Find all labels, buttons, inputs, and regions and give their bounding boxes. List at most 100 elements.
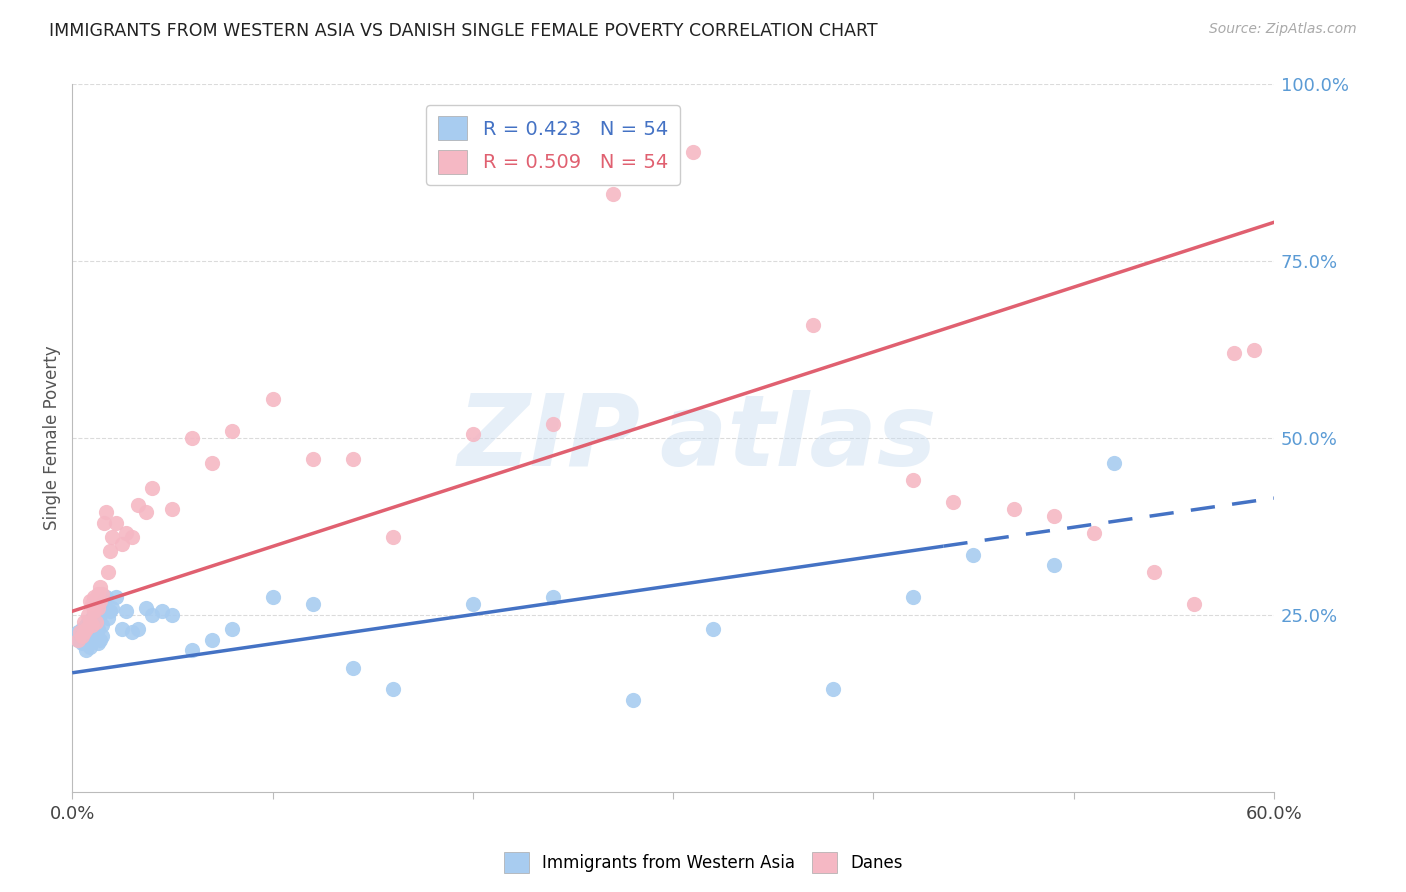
Point	[67, 632, 90, 647]
Point	[942, 494, 965, 508]
Point	[801, 318, 824, 332]
Point	[83, 604, 105, 618]
Point	[67, 625, 90, 640]
Point	[702, 622, 724, 636]
Point	[84, 593, 107, 607]
Point	[181, 431, 204, 445]
Point	[84, 625, 107, 640]
Point	[97, 611, 120, 625]
Point	[301, 597, 323, 611]
Point	[121, 625, 143, 640]
Point	[461, 427, 484, 442]
Point	[84, 615, 107, 629]
Point	[621, 692, 644, 706]
Point	[381, 530, 404, 544]
Point	[89, 580, 111, 594]
Point	[73, 629, 96, 643]
Point	[105, 590, 128, 604]
Point	[1042, 508, 1064, 523]
Point	[70, 622, 93, 636]
Text: ZIP atlas: ZIP atlas	[457, 390, 936, 486]
Point	[70, 636, 93, 650]
Point	[121, 530, 143, 544]
Point	[903, 474, 925, 488]
Legend: R = 0.423   N = 54, R = 0.509   N = 54: R = 0.423 N = 54, R = 0.509 N = 54	[426, 104, 679, 186]
Point	[75, 643, 97, 657]
Point	[89, 593, 111, 607]
Point	[823, 681, 845, 696]
Point	[962, 548, 984, 562]
Point	[83, 590, 105, 604]
Point	[91, 618, 114, 632]
Point	[82, 611, 104, 625]
Point	[541, 590, 564, 604]
Point	[162, 501, 184, 516]
Point	[150, 604, 173, 618]
Point	[98, 544, 121, 558]
Point	[141, 607, 163, 622]
Point	[262, 590, 284, 604]
Point	[1083, 526, 1105, 541]
Point	[91, 629, 114, 643]
Point	[135, 505, 157, 519]
Point	[105, 516, 128, 530]
Point	[221, 622, 243, 636]
Point	[83, 629, 105, 643]
Point	[1102, 456, 1125, 470]
Point	[342, 452, 364, 467]
Point	[101, 530, 124, 544]
Point	[73, 615, 96, 629]
Point	[1002, 501, 1025, 516]
Point	[127, 498, 149, 512]
Point	[98, 604, 121, 618]
Point	[89, 632, 111, 647]
Point	[135, 600, 157, 615]
Point	[93, 593, 115, 607]
Point	[1143, 566, 1166, 580]
Point	[141, 481, 163, 495]
Point	[79, 622, 101, 636]
Text: IMMIGRANTS FROM WESTERN ASIA VS DANISH SINGLE FEMALE POVERTY CORRELATION CHART: IMMIGRANTS FROM WESTERN ASIA VS DANISH S…	[49, 22, 877, 40]
Text: Source: ZipAtlas.com: Source: ZipAtlas.com	[1209, 22, 1357, 37]
Point	[87, 600, 110, 615]
Point	[82, 625, 104, 640]
Point	[75, 622, 97, 636]
Point	[1223, 346, 1246, 360]
Point	[342, 661, 364, 675]
Point	[181, 643, 204, 657]
Point	[96, 590, 118, 604]
Point	[221, 424, 243, 438]
Point	[82, 632, 104, 647]
Point	[70, 629, 93, 643]
Point	[111, 622, 134, 636]
Point	[77, 632, 100, 647]
Point	[101, 600, 124, 615]
Y-axis label: Single Female Poverty: Single Female Poverty	[44, 346, 60, 531]
Point	[82, 597, 104, 611]
Point	[79, 593, 101, 607]
Point	[301, 452, 323, 467]
Point	[111, 537, 134, 551]
Point	[96, 505, 118, 519]
Legend: Immigrants from Western Asia, Danes: Immigrants from Western Asia, Danes	[496, 846, 910, 880]
Point	[127, 622, 149, 636]
Point	[73, 625, 96, 640]
Point	[69, 625, 91, 640]
Point	[89, 607, 111, 622]
Point	[1243, 343, 1265, 357]
Point	[67, 632, 90, 647]
Point	[1042, 558, 1064, 573]
Point	[84, 611, 107, 625]
Point	[77, 615, 100, 629]
Point	[903, 590, 925, 604]
Point	[79, 640, 101, 654]
Point	[77, 607, 100, 622]
Point	[461, 597, 484, 611]
Point	[201, 632, 224, 647]
Point	[75, 618, 97, 632]
Point	[79, 615, 101, 629]
Point	[262, 392, 284, 406]
Point	[1182, 597, 1205, 611]
Point	[83, 615, 105, 629]
Point	[97, 566, 120, 580]
